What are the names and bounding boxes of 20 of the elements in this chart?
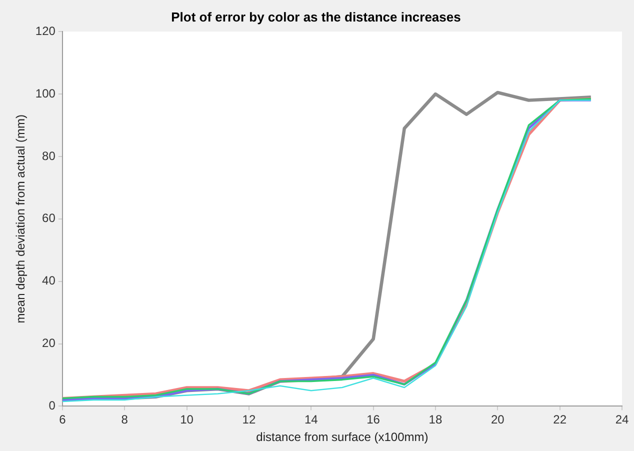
y-axis-title: mean depth deviation from actual (mm): [14, 114, 28, 324]
x-tick-label: 22: [553, 412, 567, 427]
x-tick-label: 18: [428, 412, 442, 427]
x-tick-label: 16: [366, 412, 380, 427]
y-tick-label: 20: [42, 336, 56, 350]
y-tick-label: 100: [35, 86, 56, 100]
x-tick-label: 10: [180, 412, 194, 427]
y-tick-label: 80: [42, 148, 56, 163]
y-tick-label: 0: [48, 398, 56, 413]
x-axis-title: distance from surface (x100mm): [256, 430, 428, 444]
x-tick-label: 6: [59, 412, 66, 427]
x-tick-label: 20: [490, 412, 505, 427]
y-tick-label: 40: [42, 274, 56, 288]
x-tick-label: 14: [304, 412, 318, 427]
x-tick-label: 12: [242, 412, 256, 427]
y-tick-label: 60: [42, 211, 56, 226]
x-tick-label: 8: [121, 412, 128, 427]
chart-title: Plot of error by color as the distance increases: [171, 9, 461, 24]
y-tick-label: 120: [35, 24, 56, 38]
x-tick-label: 24: [615, 412, 629, 427]
